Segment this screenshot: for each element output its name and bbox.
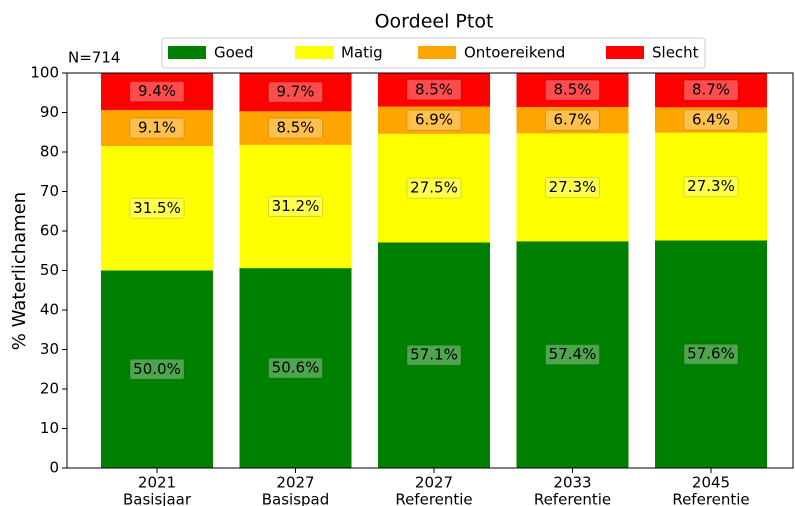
bar-segment: [101, 270, 213, 468]
bar-segment: [516, 133, 629, 242]
value-label: 8.5%: [553, 81, 591, 99]
y-tick-label: 20: [40, 380, 59, 398]
x-tick-label: Referentie: [395, 491, 472, 506]
value-label: 27.3%: [549, 178, 597, 196]
value-label-box: [268, 117, 323, 139]
y-axis-label: % Waterlichamen: [9, 192, 30, 350]
bar-segment: [239, 73, 352, 112]
value-label-box: [683, 109, 739, 131]
value-label: 57.4%: [549, 345, 597, 363]
y-tick-label: 50: [40, 261, 59, 279]
value-label: 27.5%: [410, 179, 458, 197]
bar-segment: [655, 107, 767, 133]
bar-segment: [101, 110, 213, 147]
value-label-box: [683, 79, 739, 101]
legend-label: Slecht: [652, 44, 699, 62]
bar-segment: [101, 146, 213, 271]
value-label-box: [545, 176, 600, 198]
y-tick-label: 40: [40, 301, 59, 319]
value-label-box: [545, 109, 600, 131]
y-tick-label: 80: [40, 143, 59, 161]
chart-title: Oordeel Ptot: [375, 11, 494, 33]
value-label-box: [268, 196, 323, 218]
bar-segment: [239, 144, 352, 269]
value-label-box: [129, 81, 185, 103]
value-label-box: [406, 177, 462, 199]
bar-segment: [378, 73, 490, 107]
value-label: 8.5%: [415, 80, 453, 98]
value-label: 31.5%: [133, 199, 181, 217]
value-label-box: [683, 343, 739, 365]
value-label: 8.5%: [276, 119, 314, 137]
bar-segment: [239, 111, 352, 145]
y-tick-label: 30: [40, 340, 59, 358]
y-tick-label: 70: [40, 182, 59, 200]
bar-segment: [378, 133, 490, 243]
value-label-box: [545, 79, 600, 101]
x-tick-label: Referentie: [672, 491, 749, 506]
value-label: 6.4%: [692, 111, 730, 129]
bar-segment: [655, 240, 767, 468]
x-tick-label: 2045: [692, 474, 730, 492]
annotation: N=714: [68, 49, 120, 67]
legend-label: Ontoereikend: [464, 44, 565, 62]
value-label-box: [545, 344, 600, 366]
x-tick-label: 2027: [276, 474, 314, 492]
legend-swatch: [606, 46, 644, 59]
value-label-box: [683, 176, 739, 198]
value-label: 8.7%: [692, 81, 730, 99]
x-tick-label: 2033: [553, 474, 591, 492]
y-tick-label: 0: [49, 459, 59, 477]
bar-segment: [516, 241, 629, 468]
y-tick-label: 90: [40, 103, 59, 121]
x-tick-label: Referentie: [534, 491, 611, 506]
x-tick-label: Basispad: [262, 491, 330, 506]
y-tick-label: 60: [40, 222, 59, 240]
value-label: 57.1%: [410, 346, 458, 364]
legend-swatch: [295, 46, 333, 59]
value-label: 27.3%: [687, 177, 735, 195]
value-label: 57.6%: [687, 345, 735, 363]
value-label: 6.7%: [553, 111, 591, 129]
bar-segment: [655, 73, 767, 108]
bar-segment: [239, 268, 352, 468]
value-label-box: [406, 109, 462, 131]
x-tick-label: 2027: [415, 474, 453, 492]
bar-segment: [378, 242, 490, 468]
bar-segment: [378, 106, 490, 134]
y-tick-label: 10: [40, 419, 59, 437]
value-label-box: [129, 358, 185, 380]
x-tick-label: 2021: [138, 474, 176, 492]
legend-swatch: [418, 46, 456, 59]
value-label: 9.1%: [138, 119, 176, 137]
legend-swatch: [168, 46, 206, 59]
bar-segment: [101, 73, 213, 111]
value-label-box: [406, 344, 462, 366]
value-label: 9.4%: [138, 82, 176, 100]
value-label: 50.0%: [133, 360, 181, 378]
value-label: 6.9%: [415, 111, 453, 129]
legend-label: Goed: [214, 44, 254, 62]
bar-segment: [655, 132, 767, 241]
value-label-box: [268, 81, 323, 103]
bar-segment: [516, 73, 629, 107]
x-tick-label: Basisjaar: [123, 491, 192, 506]
value-label-box: [129, 117, 185, 139]
value-label: 31.2%: [272, 197, 320, 215]
value-label-box: [406, 79, 462, 101]
value-label-box: [268, 357, 323, 379]
bar-segment: [516, 106, 629, 134]
y-tick-label: 100: [30, 64, 59, 82]
value-label: 9.7%: [276, 83, 314, 101]
value-label: 50.6%: [272, 359, 320, 377]
value-label-box: [129, 197, 185, 219]
plot-frame: [66, 72, 794, 469]
legend-label: Matig: [341, 44, 383, 62]
